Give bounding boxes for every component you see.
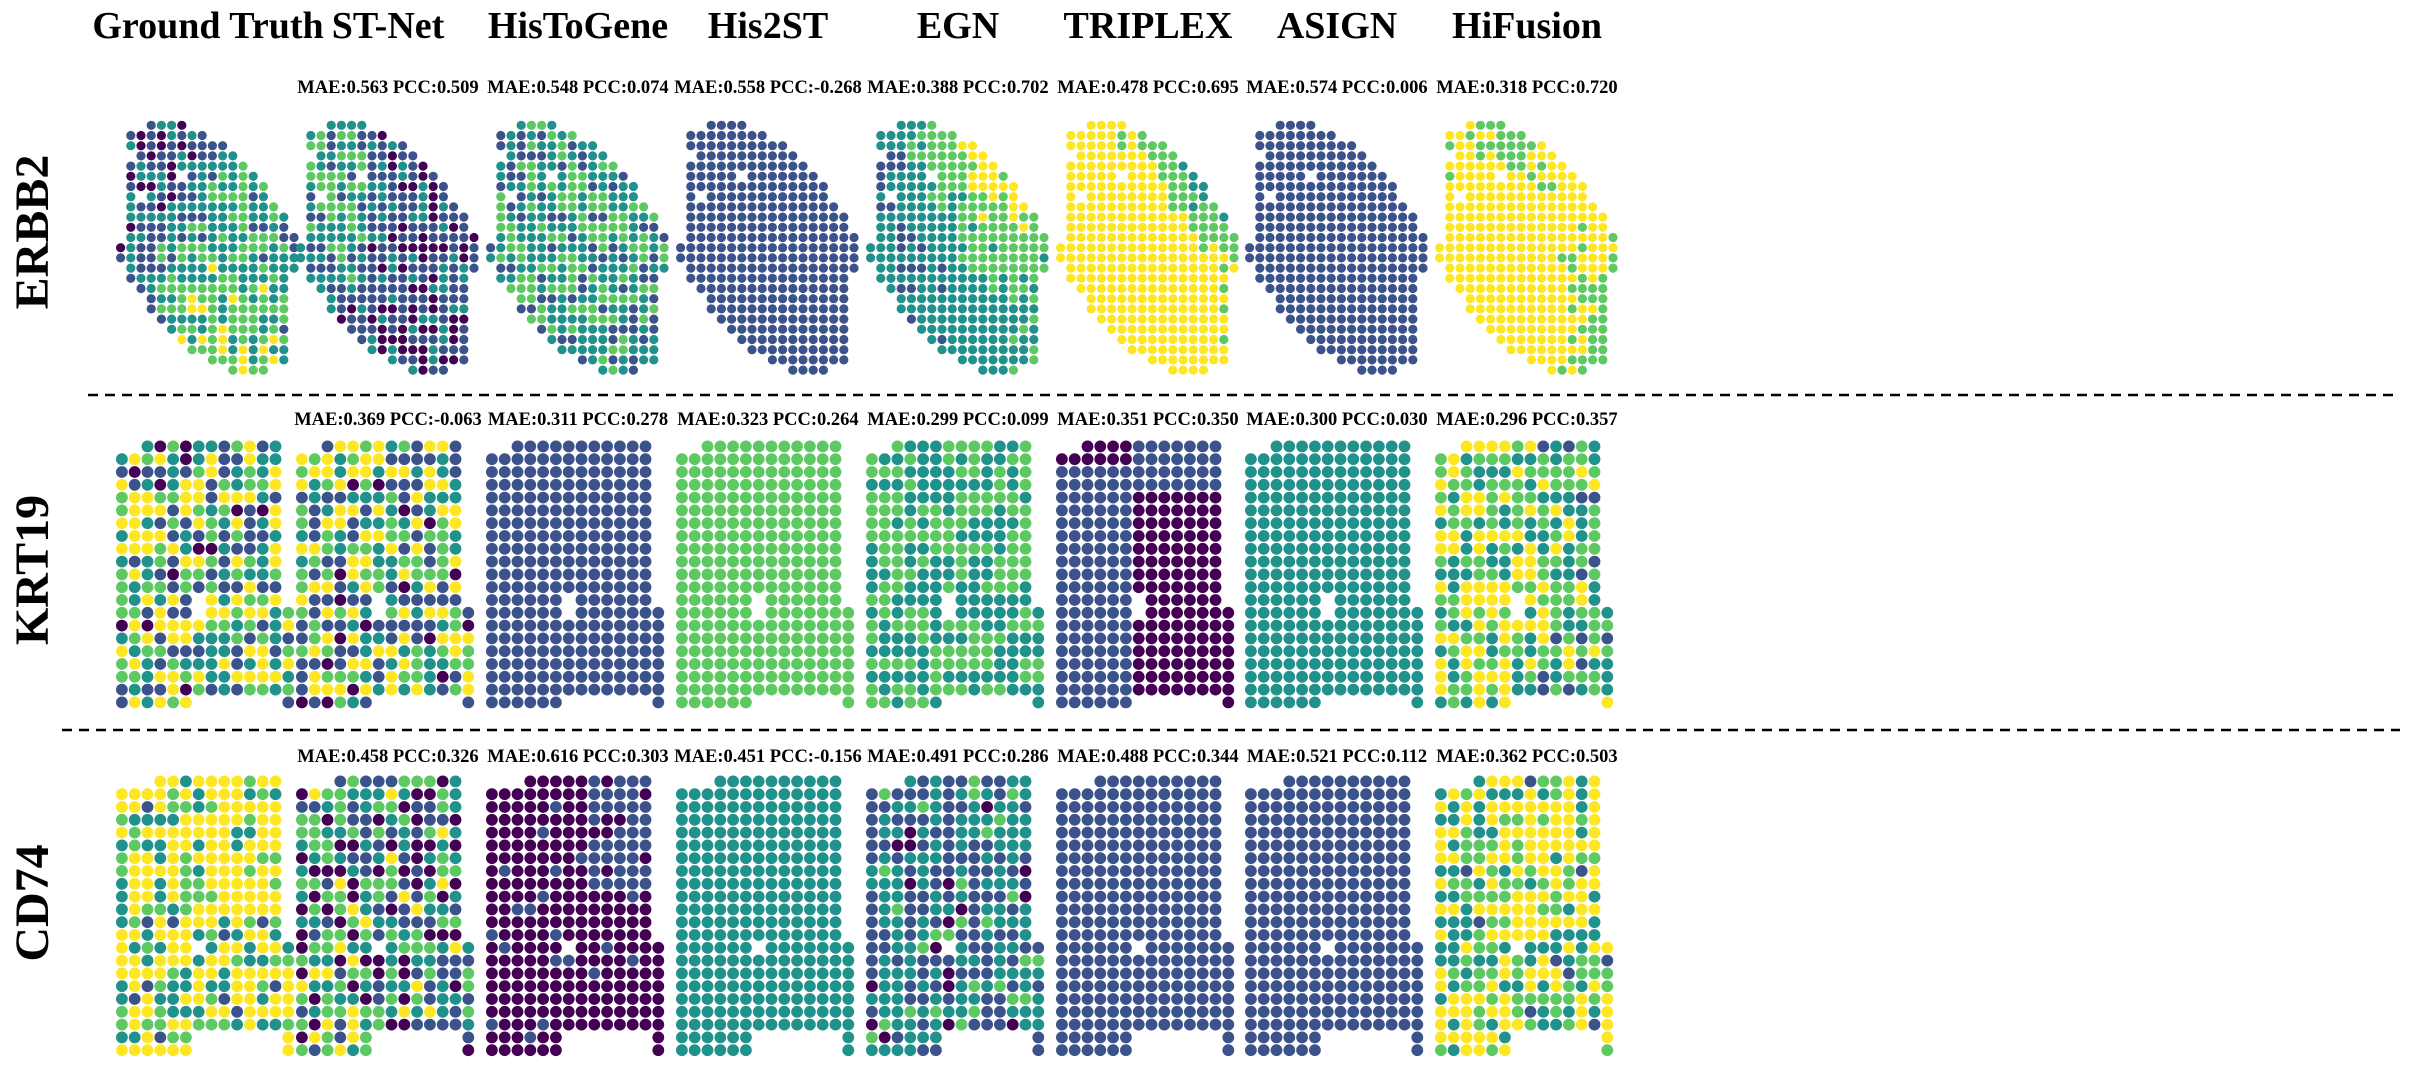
metric-krt19-his2st: MAE:0.323 PCC:0.264	[677, 410, 858, 430]
spot-map-erbb2-his2st	[676, 120, 859, 375]
metric-krt19-asign: MAE:0.300 PCC:0.030	[1246, 410, 1427, 430]
spot-map-krt19-triplex	[1056, 440, 1235, 709]
metric-krt19-hifusion: MAE:0.296 PCC:0.357	[1436, 410, 1617, 430]
metric-erbb2-st-net: MAE:0.563 PCC:0.509	[297, 78, 478, 98]
spot-map-krt19-histogene	[486, 440, 665, 709]
spot-map-krt19-his2st	[676, 440, 855, 709]
spot-map-cd74-asign	[1245, 775, 1424, 1057]
spot-map-cd74-ground-truth	[116, 775, 295, 1057]
spot-map-cd74-egn	[866, 775, 1045, 1057]
spot-map-erbb2-ground-truth	[116, 120, 299, 375]
spot-map-cd74-histogene	[486, 775, 665, 1057]
metric-krt19-histogene: MAE:0.311 PCC:0.278	[488, 410, 668, 430]
spot-map-krt19-hifusion	[1435, 440, 1614, 709]
spot-map-krt19-ground-truth	[116, 440, 295, 709]
column-title-asign: ASIGN	[1277, 5, 1397, 47]
column-title-st-net: ST-Net	[332, 5, 445, 47]
spot-map-erbb2-hifusion	[1435, 120, 1618, 375]
metric-krt19-st-net: MAE:0.369 PCC:-0.063	[294, 410, 482, 430]
metric-cd74-histogene: MAE:0.616 PCC:0.303	[487, 747, 668, 767]
spot-map-erbb2-histogene	[486, 120, 669, 375]
metric-cd74-hifusion: MAE:0.362 PCC:0.503	[1436, 747, 1617, 767]
metric-cd74-asign: MAE:0.521 PCC:0.112	[1247, 747, 1427, 767]
spot-map-cd74-triplex	[1056, 775, 1235, 1057]
metric-erbb2-his2st: MAE:0.558 PCC:-0.268	[674, 78, 862, 98]
metric-cd74-egn: MAE:0.491 PCC:0.286	[867, 747, 1048, 767]
metric-krt19-triplex: MAE:0.351 PCC:0.350	[1057, 410, 1238, 430]
row-label-erbb2: ERBB2	[6, 155, 59, 310]
metric-erbb2-egn: MAE:0.388 PCC:0.702	[867, 78, 1048, 98]
metric-erbb2-histogene: MAE:0.548 PCC:0.074	[487, 78, 668, 98]
column-title-hifusion: HiFusion	[1452, 5, 1602, 47]
metric-krt19-egn: MAE:0.299 PCC:0.099	[867, 410, 1048, 430]
spot-map-cd74-his2st	[676, 775, 855, 1057]
spot-map-erbb2-st-net	[296, 120, 479, 375]
spot-map-cd74-st-net	[296, 775, 475, 1057]
metric-erbb2-hifusion: MAE:0.318 PCC:0.720	[1436, 78, 1617, 98]
spot-map-krt19-asign	[1245, 440, 1424, 709]
spot-map-erbb2-egn	[866, 120, 1049, 375]
spot-map-erbb2-asign	[1245, 120, 1428, 375]
spot-map-krt19-egn	[866, 440, 1045, 709]
column-title-triplex: TRIPLEX	[1064, 5, 1233, 47]
spot-map-krt19-st-net	[296, 440, 475, 709]
column-title-ground-truth: Ground Truth	[92, 5, 323, 47]
column-title-histogene: HisToGene	[488, 5, 668, 47]
row-label-cd74: CD74	[6, 844, 59, 961]
metric-cd74-st-net: MAE:0.458 PCC:0.326	[297, 747, 478, 767]
column-title-his2st: His2ST	[708, 5, 828, 47]
column-title-egn: EGN	[917, 5, 999, 47]
row-label-krt19: KRT19	[6, 495, 59, 645]
metric-cd74-triplex: MAE:0.488 PCC:0.344	[1057, 747, 1238, 767]
metric-erbb2-asign: MAE:0.574 PCC:0.006	[1246, 78, 1427, 98]
metric-erbb2-triplex: MAE:0.478 PCC:0.695	[1057, 78, 1238, 98]
spot-map-cd74-hifusion	[1435, 775, 1614, 1057]
metric-cd74-his2st: MAE:0.451 PCC:-0.156	[674, 747, 862, 767]
spot-map-erbb2-triplex	[1056, 120, 1239, 375]
